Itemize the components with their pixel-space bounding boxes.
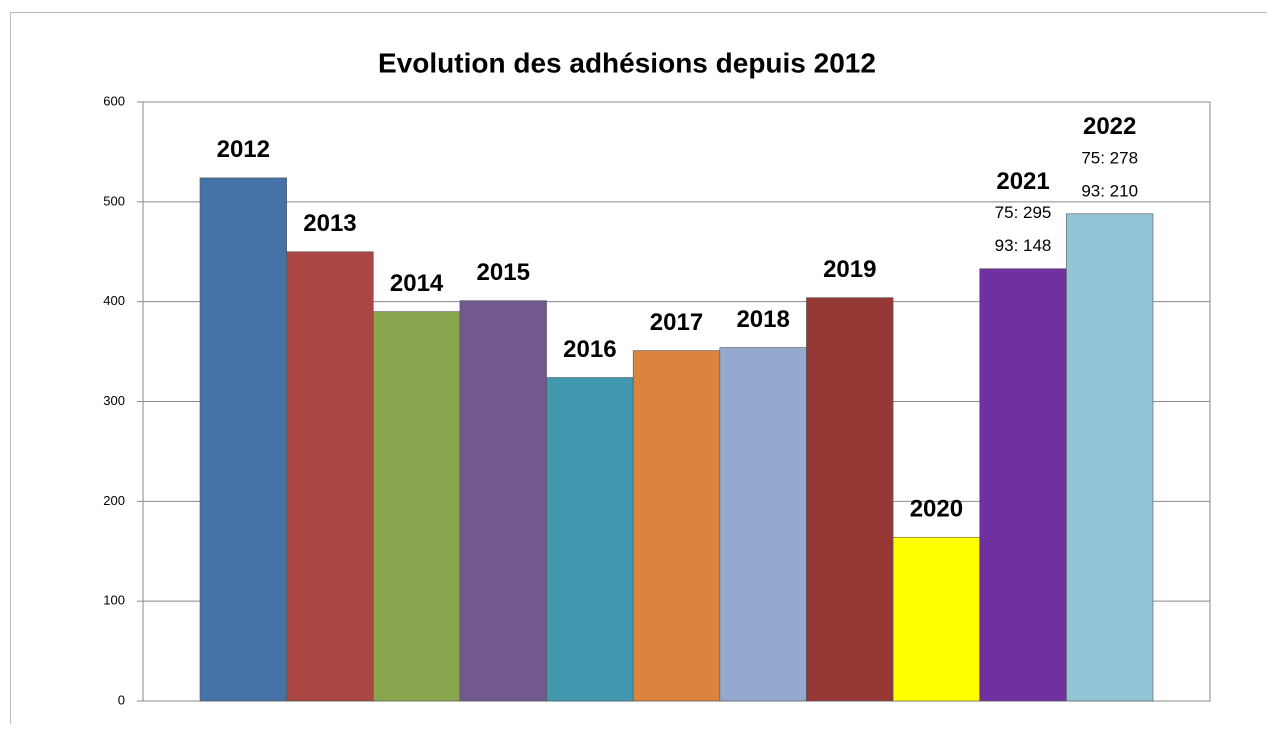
bar [980, 269, 1067, 701]
bar [806, 298, 893, 701]
y-tick-label: 300 [103, 393, 125, 408]
bar [1066, 214, 1153, 701]
bar [460, 301, 547, 701]
y-tick-label: 500 [103, 193, 125, 208]
chart-title: Evolution des adhésions depuis 2012 [378, 47, 876, 78]
bar [547, 378, 634, 701]
bar-note: 93: 210 [1081, 181, 1138, 200]
bar-label: 2019 [823, 256, 876, 283]
bar-note: 93: 148 [995, 236, 1052, 255]
bar-label: 2017 [650, 309, 703, 336]
y-tick-label: 100 [103, 593, 125, 608]
bar-label: 2013 [303, 210, 356, 237]
bar-label: 2020 [910, 496, 963, 523]
bar-label: 2016 [563, 336, 616, 363]
bar-label: 2022 [1083, 113, 1136, 140]
bar-label: 2015 [477, 259, 530, 286]
bar-label: 2018 [736, 306, 789, 333]
y-tick-label: 0 [118, 692, 125, 707]
bar [287, 252, 374, 701]
bar [720, 348, 807, 701]
bar [200, 178, 287, 701]
bar-note: 75: 278 [1081, 148, 1138, 167]
bar [633, 351, 720, 701]
bar-label: 2021 [996, 168, 1049, 195]
y-tick-label: 400 [103, 293, 125, 308]
y-tick-label: 200 [103, 493, 125, 508]
y-tick-label: 600 [103, 93, 125, 108]
bar-note: 75: 295 [995, 203, 1052, 222]
bar-label: 2012 [217, 136, 270, 163]
bar-label: 2014 [390, 270, 444, 297]
bar [893, 537, 980, 701]
bar [373, 312, 460, 701]
